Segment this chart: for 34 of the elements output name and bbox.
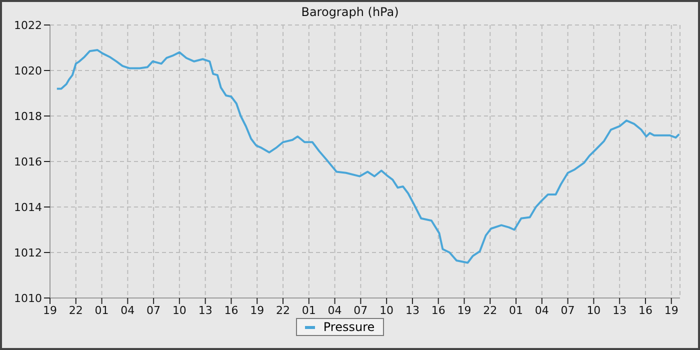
y-tick-label: 1012 xyxy=(14,246,42,260)
x-tick-label: 10 xyxy=(586,304,601,317)
x-tick-label: 01 xyxy=(94,304,109,317)
x-tick-label: 16 xyxy=(224,304,238,317)
x-tick-label: 22 xyxy=(276,304,290,317)
x-tick-label: 01 xyxy=(509,304,524,317)
x-tick-label: 04 xyxy=(328,304,342,317)
x-tick-label: 07 xyxy=(354,304,368,317)
y-tick-label: 1010 xyxy=(14,292,42,305)
x-tick-label: 10 xyxy=(172,304,186,317)
x-tick-label: 13 xyxy=(198,304,212,317)
y-tick-label: 1014 xyxy=(14,200,42,214)
x-tick-label: 13 xyxy=(612,304,627,317)
y-tick-label: 1022 xyxy=(14,18,42,32)
x-tick-label: 19 xyxy=(457,304,472,317)
x-tick-label: 07 xyxy=(146,304,161,317)
x-tick-label: 22 xyxy=(68,304,83,317)
y-tick-label: 1016 xyxy=(14,155,42,168)
x-tick-label: 10 xyxy=(380,304,394,317)
x-tick-label: 19 xyxy=(43,304,57,317)
x-tick-label: 19 xyxy=(664,304,678,317)
x-tick-label: 04 xyxy=(534,304,549,317)
y-tick-label: 1020 xyxy=(14,64,42,78)
x-tick-label: 22 xyxy=(483,304,498,317)
x-tick-label: 13 xyxy=(405,304,420,317)
x-tick-label: 16 xyxy=(431,304,446,317)
x-tick-label: 01 xyxy=(302,304,316,317)
x-tick-label: 07 xyxy=(560,304,575,317)
chart-title: Barograph (hPa) xyxy=(300,5,400,19)
legend-label: Pressure xyxy=(322,320,375,334)
x-tick-label: 16 xyxy=(638,304,652,317)
y-tick-label: 1018 xyxy=(14,110,42,123)
x-tick-label: 19 xyxy=(250,304,264,317)
x-tick-label: 04 xyxy=(120,304,135,317)
